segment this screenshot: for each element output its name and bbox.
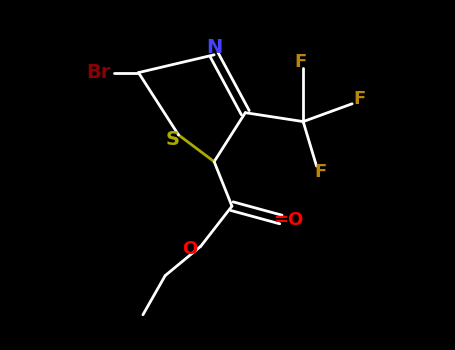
Text: =O: =O: [273, 211, 303, 229]
Text: O: O: [182, 240, 198, 258]
Text: N: N: [206, 38, 222, 57]
Text: F: F: [353, 90, 365, 108]
Text: F: F: [315, 163, 327, 181]
Text: Br: Br: [86, 63, 111, 82]
Text: F: F: [294, 53, 307, 71]
Text: S: S: [165, 130, 179, 149]
